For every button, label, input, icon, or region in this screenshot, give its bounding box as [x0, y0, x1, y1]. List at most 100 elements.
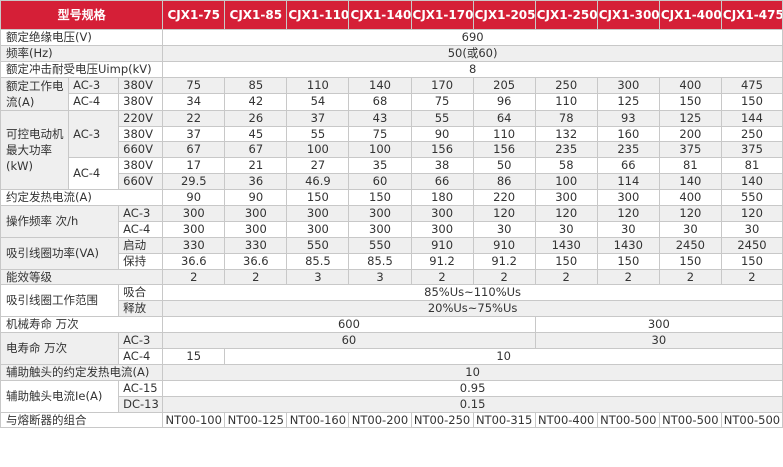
value-cell: 75	[410, 93, 474, 111]
model-header: CJX1-140	[348, 0, 412, 30]
value-cell: 300	[534, 189, 598, 207]
value-cell: NT00-200	[348, 411, 412, 429]
value-cell: 100	[534, 173, 598, 191]
value-cell: 91.2	[410, 252, 474, 270]
value-cell: 170	[410, 76, 474, 95]
value-cell: 300	[410, 220, 474, 238]
value-cell: 156	[472, 141, 536, 159]
row-label: 额定绝缘电压(V)	[0, 29, 164, 46]
row-motor-power-ac4-380: AC-4 380V 17 21 27 35 38 50 58 66 81 81	[1, 157, 783, 191]
value-cell: 50	[472, 157, 536, 175]
row-coil-range-release: 释放 20%Us~75%Us	[1, 300, 783, 318]
row-label: 频率(Hz)	[0, 44, 164, 62]
row-label: 能效等级	[0, 268, 164, 286]
spanned-value: 10	[224, 348, 783, 365]
value-cell: 36.6	[224, 252, 288, 270]
value-cell: 205	[472, 76, 536, 95]
spanned-value: 10	[162, 363, 783, 381]
value-cell: 2	[472, 268, 536, 286]
value-cell: 375	[658, 141, 722, 159]
category-label: 启动	[118, 236, 164, 254]
category-label: AC-15	[118, 379, 164, 397]
value-cell: 86	[472, 173, 536, 191]
value-cell: 100	[286, 141, 350, 159]
value-cell: 42	[224, 93, 288, 111]
model-header: CJX1-110	[286, 0, 350, 30]
value-cell: 300	[286, 220, 350, 238]
voltage-label: 380V	[118, 125, 164, 143]
row-motor-power-ac3-660: 660V 67 67 100 100 156 156 235 235 375 3…	[1, 141, 783, 159]
value-cell: 30	[534, 220, 598, 238]
value-cell: 150	[286, 189, 350, 207]
value-cell: 21	[224, 157, 288, 175]
value-cell: 81	[658, 157, 722, 175]
value-cell: 38	[410, 157, 474, 175]
value-cell: 200	[658, 125, 722, 143]
value-cell: 93	[596, 109, 660, 127]
value-cell: 550	[720, 189, 783, 207]
row-fuse: 与熔断器的组合 NT00-100 NT00-125 NT00-160 NT00-…	[0, 411, 783, 429]
row-label: 约定发热电流(A)	[0, 189, 164, 207]
row-motor-power-ac3-380: 380V 37 45 55 75 90 110 132 160 200 250	[1, 125, 783, 143]
voltage-label: 660V	[118, 141, 164, 159]
value-cell: 140	[348, 76, 412, 95]
value-cell: 475	[720, 76, 783, 95]
value-cell: NT00-500	[596, 411, 660, 429]
row-rated-current-ac4: AC-4 380V 34 42 54 68 75 96 110 125 150 …	[1, 93, 783, 111]
value-cell: 45	[224, 125, 288, 143]
value-cell: 67	[224, 141, 288, 159]
value-cell: 81	[720, 157, 783, 175]
value-cell: 550	[286, 236, 350, 254]
row-op-frequency-ac4: AC-4 300 300 300 300 300 30 30 30 30 30	[1, 220, 783, 238]
value-cell: 150	[720, 93, 783, 111]
value-cell: 43	[348, 109, 412, 127]
value-cell: 110	[472, 125, 536, 143]
value-cell: 400	[658, 76, 722, 95]
value-cell: 17	[162, 157, 226, 175]
row-op-frequency-ac3: 操作频率 次/h AC-3 300 300 300 300 300 120 12…	[0, 205, 783, 238]
value-cell: 75	[162, 76, 226, 95]
row-label: 吸引线圈工作范围	[0, 284, 120, 318]
row-label: 操作频率 次/h	[0, 205, 120, 238]
category-label: AC-4	[118, 348, 164, 365]
category-label: AC-4	[118, 220, 164, 238]
voltage-label: 380V	[118, 157, 164, 175]
row-label: 机械寿命 万次	[0, 316, 164, 334]
category-label: AC-4	[68, 93, 120, 111]
value-cell: 140	[658, 173, 722, 191]
value-cell: 37	[162, 125, 226, 143]
category-label: AC-3	[118, 205, 164, 222]
value-cell: 110	[534, 93, 598, 111]
category-label: AC-3	[68, 76, 120, 95]
value-cell: 15	[162, 348, 226, 365]
value-cell: 29.5	[162, 173, 226, 191]
value-cell: 120	[658, 205, 722, 222]
value-cell: 375	[720, 141, 783, 159]
value-cell: 2	[534, 268, 598, 286]
value-cell: 300	[410, 205, 474, 222]
value-cell: 250	[720, 125, 783, 143]
row-label: 辅助触头电流Ie(A)	[0, 379, 120, 413]
value-cell: 100	[348, 141, 412, 159]
model-header: CJX1-250	[534, 0, 598, 30]
value-cell: 35	[348, 157, 412, 175]
value-cell: 66	[410, 173, 474, 191]
value-cell: 110	[286, 76, 350, 95]
row-coil-range-pull: 吸引线圈工作范围 吸合 85%Us~110%Us	[0, 284, 783, 318]
category-label: AC-3	[68, 109, 120, 159]
value-cell: 114	[596, 173, 660, 191]
value-cell: 96	[472, 93, 536, 111]
value-cell: 300	[596, 189, 660, 207]
value-cell: 75	[348, 125, 412, 143]
row-aux-thermal: 辅助触头的约定发热电流(A) 10	[0, 363, 783, 381]
value-cell: 2	[162, 268, 226, 286]
voltage-label: 380V	[118, 76, 164, 95]
model-header: CJX1-75	[162, 0, 226, 30]
value-cell: 150	[658, 252, 722, 270]
header-row: 型号规格 CJX1-75 CJX1-85 CJX1-110 CJX1-140 C…	[0, 0, 783, 30]
value-cell: 30	[596, 220, 660, 238]
row-insulation-voltage: 额定绝缘电压(V) 690	[0, 29, 783, 46]
row-label: 吸引线圈功率(VA)	[0, 236, 120, 270]
row-aux-current-dc13: DC-13 0.15	[1, 395, 783, 413]
value-cell: 160	[596, 125, 660, 143]
